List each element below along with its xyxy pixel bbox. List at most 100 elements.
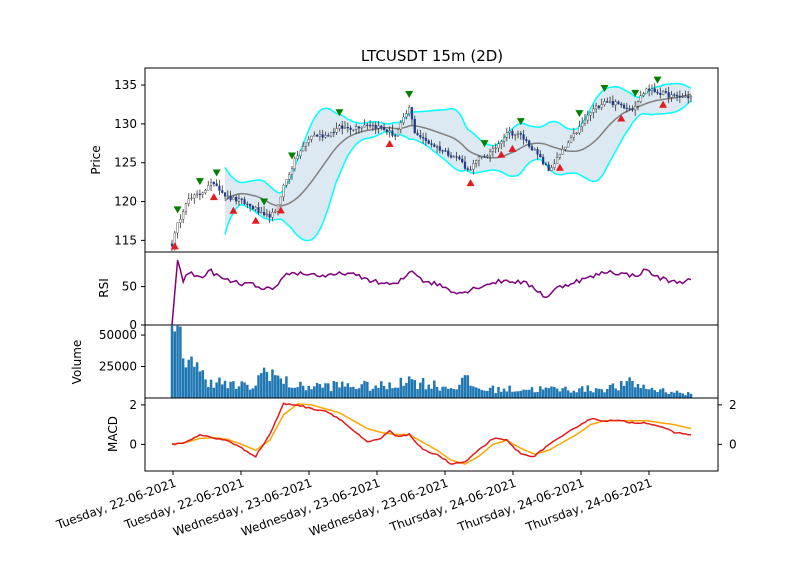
candle-body (338, 125, 341, 129)
volume-bar (209, 379, 213, 398)
volume-bar (335, 381, 338, 398)
candle-body (589, 112, 592, 116)
volume-bar (611, 383, 615, 398)
volume-bar (684, 395, 687, 398)
volume-bar (681, 393, 684, 398)
volume-bar (207, 387, 210, 398)
volume-bar (257, 375, 260, 398)
volume-bar (179, 326, 182, 398)
buy-signal-marker (617, 114, 626, 122)
candle-body (218, 185, 221, 191)
x-tick-label: Tuesday, 22-06-2021 (54, 476, 178, 533)
volume-bar (243, 382, 246, 398)
candle-body (522, 134, 525, 140)
candle-body (260, 212, 263, 214)
volume-bar (578, 388, 581, 398)
candle-body (636, 101, 640, 107)
volume-bar (667, 393, 670, 398)
candle-body (569, 137, 573, 143)
candle-body (324, 135, 327, 138)
volume-bar (491, 385, 495, 398)
candle-body (223, 192, 227, 197)
candle-body (628, 108, 631, 110)
candle-body (650, 88, 654, 91)
candle-body (335, 128, 338, 133)
volume-bar (190, 356, 193, 398)
volume-bar (237, 386, 241, 398)
candle-body (583, 119, 587, 124)
candle-body (673, 94, 676, 96)
buy-signal-marker (555, 163, 564, 171)
volume-bar (455, 389, 458, 398)
candle-body (296, 155, 299, 160)
volume-bar (226, 388, 230, 398)
candle-body (648, 88, 651, 91)
volume-bar (271, 369, 274, 398)
volume-bar (313, 386, 316, 398)
volume-bar (396, 387, 400, 398)
volume-bar (212, 387, 216, 398)
rsi-plot-area: 0 50 (122, 259, 692, 332)
volume-bar (522, 389, 525, 398)
candle-body (176, 222, 179, 234)
candle-body (678, 95, 681, 98)
candle-body (293, 158, 296, 170)
volume-bar (452, 389, 456, 398)
candle-body (352, 129, 355, 131)
candle-body (193, 194, 196, 199)
candle-body (667, 92, 670, 98)
volume-bar (511, 391, 514, 398)
volume-bar (458, 384, 461, 398)
volume-bar (405, 382, 408, 398)
candle-body (405, 113, 408, 118)
volume-bar (505, 391, 509, 398)
volume-bar (686, 392, 690, 398)
candle-body (380, 125, 383, 128)
macd-ylabel: MACD (106, 416, 120, 452)
volume-bar (519, 390, 523, 398)
macd-plot-area: 0 2 0 2 (129, 398, 737, 465)
volume-bar (399, 377, 403, 398)
volume-bar (525, 389, 528, 398)
candle-body (592, 108, 595, 113)
volume-bar (173, 331, 177, 398)
volume-bar (329, 391, 333, 398)
volume-bar (642, 384, 645, 398)
volume-bar (659, 389, 662, 398)
volume-bar (561, 388, 564, 398)
candle-body (567, 142, 570, 148)
volume-bar (628, 377, 631, 398)
volume-bar (407, 376, 411, 398)
candle-body (310, 135, 313, 140)
candle-body (198, 193, 202, 196)
sell-signal-marker (653, 76, 662, 84)
candle-body (659, 92, 662, 95)
candle-body (558, 154, 561, 158)
sell-signal-marker (575, 110, 584, 118)
volume-bar (541, 389, 545, 398)
rsi-line (171, 259, 692, 326)
candle-body (410, 107, 414, 120)
candle-body (346, 127, 349, 129)
buy-signal-marker (251, 216, 260, 224)
volume-bar (653, 390, 656, 398)
candle-body (433, 144, 436, 147)
volume-bar (181, 358, 185, 398)
candle-body (444, 150, 447, 152)
candle-body (458, 156, 461, 160)
volume-bar (664, 392, 668, 398)
volume-bar (332, 381, 336, 398)
volume-bar (619, 380, 623, 398)
candle-body (343, 127, 347, 129)
volume-bar (446, 388, 450, 398)
volume-bar (301, 385, 305, 398)
volume-bar (460, 377, 464, 398)
candle-body (475, 160, 478, 164)
candle-body (396, 129, 400, 137)
sell-signal-marker (480, 140, 489, 148)
volume-bar (215, 382, 218, 398)
volume-bar (488, 387, 492, 398)
candle-body (684, 96, 687, 98)
volume-bar (349, 387, 352, 398)
